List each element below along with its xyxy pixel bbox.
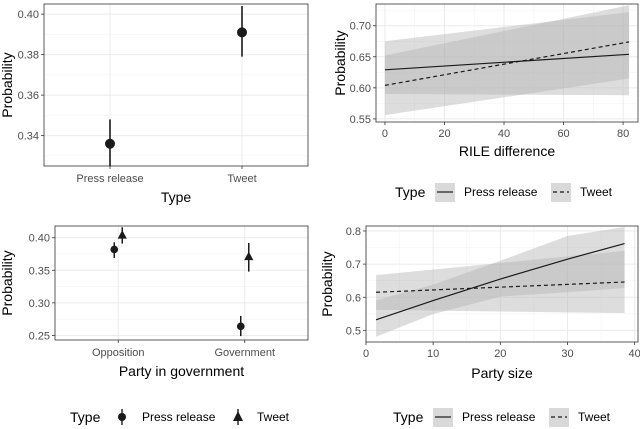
y-tick-label: 0.60 bbox=[350, 83, 371, 95]
legend-key-triangle bbox=[233, 411, 243, 421]
panel-top-left: 0.34 0.36 0.38 0.40 Press release Tweet Type Pr… bbox=[0, 3, 309, 205]
panel-border bbox=[43, 3, 309, 167]
y-axis-title: Probability bbox=[332, 30, 348, 95]
x-tick-label: Tweet bbox=[227, 173, 256, 185]
x-axis-title: RILE difference bbox=[459, 143, 555, 159]
legend-title: Type bbox=[393, 409, 424, 425]
y-tick-label: 0.34 bbox=[18, 131, 39, 143]
legend-title: Type bbox=[395, 184, 426, 200]
point-circle-0 bbox=[110, 245, 119, 254]
x-tick-label: Press release bbox=[76, 173, 143, 185]
legend-label-1: Tweet bbox=[257, 410, 290, 424]
legend-label-1: Tweet bbox=[578, 410, 611, 424]
confidence-band-0 bbox=[376, 226, 625, 337]
x-axis-title: Party in government bbox=[119, 363, 244, 379]
panel-background bbox=[55, 226, 308, 340]
confidence-band-1 bbox=[384, 5, 630, 116]
legend-bottom-left: Type Press release Tweet bbox=[70, 409, 290, 425]
y-tick-label: 0.5 bbox=[346, 325, 361, 337]
y-tick-label: 0.30 bbox=[29, 298, 50, 310]
series-line-0 bbox=[384, 53, 630, 71]
y-tick-label: 0.40 bbox=[29, 233, 50, 245]
x-tick-label: 20 bbox=[494, 348, 506, 360]
y-tick-label: 0.25 bbox=[29, 330, 50, 342]
x-tick-label: 30 bbox=[561, 348, 573, 360]
confidence-band-0 bbox=[384, 12, 630, 96]
x-tick-label: 0 bbox=[363, 348, 369, 360]
legend-label-1: Tweet bbox=[580, 185, 613, 199]
legend-label-0: Press release bbox=[462, 410, 536, 424]
point-0 bbox=[105, 138, 115, 149]
panel-border bbox=[54, 225, 309, 341]
y-tick-label: 0.55 bbox=[350, 114, 371, 126]
point-triangle-0 bbox=[117, 230, 127, 239]
point-circle-1 bbox=[236, 322, 245, 331]
legend-label-0: Press release bbox=[464, 185, 538, 199]
y-axis-title: Probability bbox=[319, 251, 335, 316]
panel-bottom-left: 0.25 0.30 0.35 0.40 Opposition Government Part… bbox=[0, 225, 309, 379]
legend-label-0: Press release bbox=[142, 410, 216, 424]
x-tick-label: 20 bbox=[438, 128, 450, 140]
y-tick-label: 0.70 bbox=[350, 21, 371, 33]
legend-key-circle bbox=[118, 413, 126, 421]
x-tick-label: Opposition bbox=[92, 347, 145, 359]
x-tick-label: 0 bbox=[382, 128, 388, 140]
x-tick-label: 40 bbox=[498, 128, 510, 140]
panel-border bbox=[365, 225, 639, 343]
legend-title: Type bbox=[70, 409, 101, 425]
panel-background bbox=[366, 226, 638, 342]
panel-plot-area bbox=[375, 226, 625, 337]
x-tick-label: 60 bbox=[557, 128, 569, 140]
y-tick-label: 0.8 bbox=[346, 226, 361, 238]
y-tick-label: 0.35 bbox=[29, 265, 50, 277]
point-1 bbox=[237, 27, 247, 38]
panel-bottom-right: 0.5 0.6 0.7 0.8 0 10 20 30 40 Party size Probabili… bbox=[319, 225, 640, 381]
confidence-band-1 bbox=[376, 250, 625, 314]
panel-plot-area bbox=[384, 5, 630, 116]
y-tick-label: 0.6 bbox=[346, 292, 361, 304]
y-tick-label: 0.7 bbox=[346, 259, 361, 271]
panel-border bbox=[375, 3, 639, 123]
y-tick-label: 0.65 bbox=[350, 52, 371, 64]
panel-top-right: 0.55 0.60 0.65 0.70 0 20 40 60 80 RILE difference… bbox=[332, 3, 639, 159]
panel-background bbox=[376, 4, 638, 122]
legend-bottom-right: Type Press release Tweet bbox=[393, 408, 611, 427]
x-tick-label: 80 bbox=[617, 128, 629, 140]
x-axis-title: Type bbox=[161, 189, 192, 205]
y-tick-label: 0.36 bbox=[18, 90, 39, 102]
y-tick-label: 0.40 bbox=[18, 9, 39, 21]
y-axis-title: Probability bbox=[0, 52, 15, 117]
x-axis-title: Party size bbox=[471, 365, 533, 381]
series-line-0 bbox=[375, 242, 625, 321]
y-axis-title: Probability bbox=[0, 250, 15, 315]
point-triangle-1 bbox=[244, 251, 254, 261]
x-tick-label: 40 bbox=[629, 348, 640, 360]
x-tick-label: Government bbox=[214, 347, 275, 359]
series-line-1 bbox=[384, 41, 630, 86]
x-tick-label: 10 bbox=[427, 348, 439, 360]
panel-background bbox=[44, 4, 308, 166]
legend-top-right: Type Press release Tweet bbox=[395, 183, 613, 202]
y-tick-label: 0.38 bbox=[18, 50, 39, 62]
